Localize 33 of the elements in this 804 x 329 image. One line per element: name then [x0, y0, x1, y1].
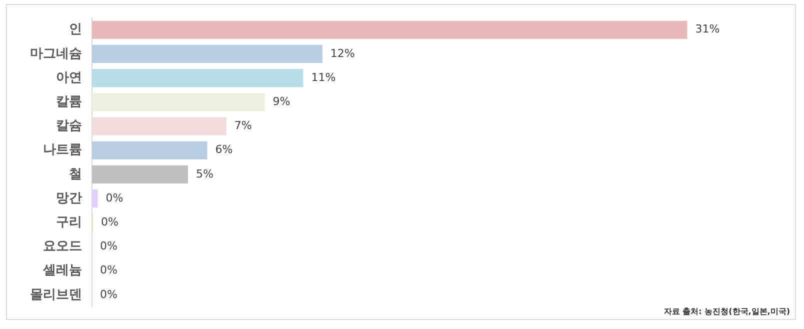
- bar: [92, 190, 98, 208]
- data-label: 11%: [311, 70, 336, 84]
- y-tick-label: 구리: [56, 215, 82, 230]
- y-tick-label: 칼슘: [56, 118, 82, 134]
- y-tick-label: 요오드: [43, 239, 82, 254]
- data-label: 6%: [215, 143, 233, 156]
- y-tick-label: 인: [69, 22, 82, 38]
- data-label: 0%: [100, 216, 118, 229]
- bar: [92, 141, 208, 160]
- data-label: 0%: [106, 191, 124, 204]
- y-tick-label: 망간: [56, 190, 82, 206]
- y-tick-label: 마그네슘: [30, 46, 82, 62]
- bar: [92, 44, 322, 63]
- bar: [92, 117, 226, 136]
- data-label: 0%: [100, 240, 118, 253]
- data-label: 12%: [330, 46, 355, 60]
- y-tick-label: 나트륨: [43, 142, 82, 158]
- data-label: 5%: [196, 167, 214, 180]
- bar: [92, 20, 688, 39]
- bar: [92, 69, 304, 88]
- y-tick-label: 철: [69, 166, 82, 182]
- data-label: 31%: [695, 22, 720, 36]
- data-label: 0%: [100, 288, 118, 301]
- data-label: 7%: [234, 119, 252, 132]
- y-tick-label: 셀레늄: [42, 263, 82, 278]
- data-label: 0%: [100, 264, 118, 277]
- y-tick-label: 아연: [56, 70, 82, 86]
- bar: [92, 165, 188, 184]
- y-tick-label: 몰리브덴: [30, 287, 82, 302]
- bar: [92, 93, 265, 112]
- annotation: 자료 출처: 농진청(한국,일본,미국): [664, 306, 790, 317]
- data-label: 9%: [272, 95, 290, 108]
- y-tick-label: 칼륨: [56, 94, 82, 110]
